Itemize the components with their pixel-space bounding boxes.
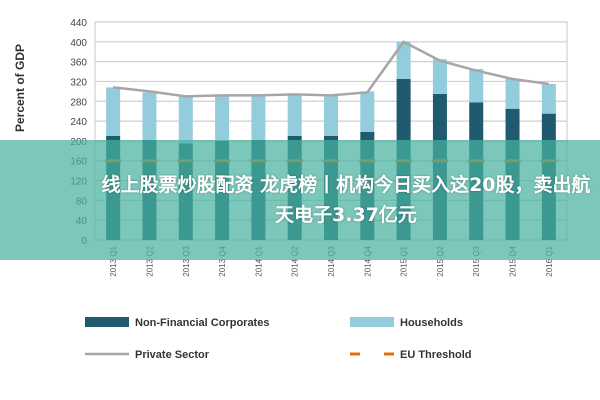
y-axis-label: Percent of GDP [13, 44, 27, 132]
legend-label: Private Sector [135, 349, 210, 361]
bar-households [178, 96, 193, 144]
bar-households [324, 95, 338, 136]
legend-swatch [85, 317, 129, 327]
bar-households [469, 69, 484, 103]
y-tick-label: 240 [70, 117, 87, 128]
headline-banner[interactable]: 线上股票炒股配资 龙虎榜丨机构今日买入这20股，卖出航天电子3.37亿元 [0, 140, 600, 260]
headline-text: 线上股票炒股配资 龙虎榜丨机构今日买入这20股，卖出航天电子3.37亿元 [101, 174, 591, 226]
bar-households [432, 59, 447, 94]
legend-label: EU Threshold [400, 349, 472, 361]
x-tick-label: 2015 Q3 [472, 245, 481, 276]
bar-households [360, 91, 375, 132]
x-tick-label: 2015 Q1 [400, 245, 409, 276]
y-tick-label: 400 [70, 38, 87, 49]
y-tick-label: 280 [70, 97, 87, 108]
x-tick-label: 2014 Q1 [254, 245, 263, 276]
bar-households [215, 95, 230, 141]
bar-households [142, 92, 157, 140]
bar-households [396, 41, 411, 79]
legend-swatch [350, 317, 394, 327]
x-tick-label: 2013 Q2 [145, 245, 154, 276]
legend-label: Households [400, 317, 463, 329]
bar-households [541, 83, 556, 114]
x-tick-label: 2013 Q4 [218, 245, 227, 276]
y-tick-label: 320 [70, 77, 87, 88]
private-sector-line [113, 40, 550, 98]
y-tick-label: 440 [70, 18, 87, 29]
x-tick-label: 2013 Q1 [109, 245, 118, 276]
x-tick-label: 2014 Q3 [327, 245, 336, 276]
bar-households [287, 94, 302, 136]
y-tick-label: 360 [70, 58, 87, 69]
x-tick-label: 2014 Q4 [363, 245, 372, 276]
x-tick-label: 2015 Q4 [509, 245, 518, 276]
x-tick-label: 2013 Q3 [182, 245, 191, 276]
x-tick-label: 2014 Q2 [291, 245, 300, 276]
bar-households [505, 78, 520, 109]
bar-households [106, 87, 121, 136]
legend-label: Non-Financial Corporates [135, 317, 269, 329]
bar-households [251, 95, 266, 140]
x-tick-label: 2016 Q1 [545, 245, 554, 276]
x-tick-label: 2015 Q2 [436, 245, 445, 276]
